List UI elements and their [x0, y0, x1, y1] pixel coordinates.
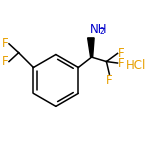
Polygon shape [88, 38, 94, 57]
Text: F: F [2, 37, 9, 50]
Text: NH: NH [89, 23, 107, 36]
Text: F: F [117, 47, 124, 60]
Text: F: F [117, 57, 124, 70]
Text: HCl: HCl [126, 59, 146, 72]
Text: 2: 2 [99, 27, 104, 36]
Text: F: F [2, 55, 9, 68]
Text: F: F [106, 74, 113, 87]
